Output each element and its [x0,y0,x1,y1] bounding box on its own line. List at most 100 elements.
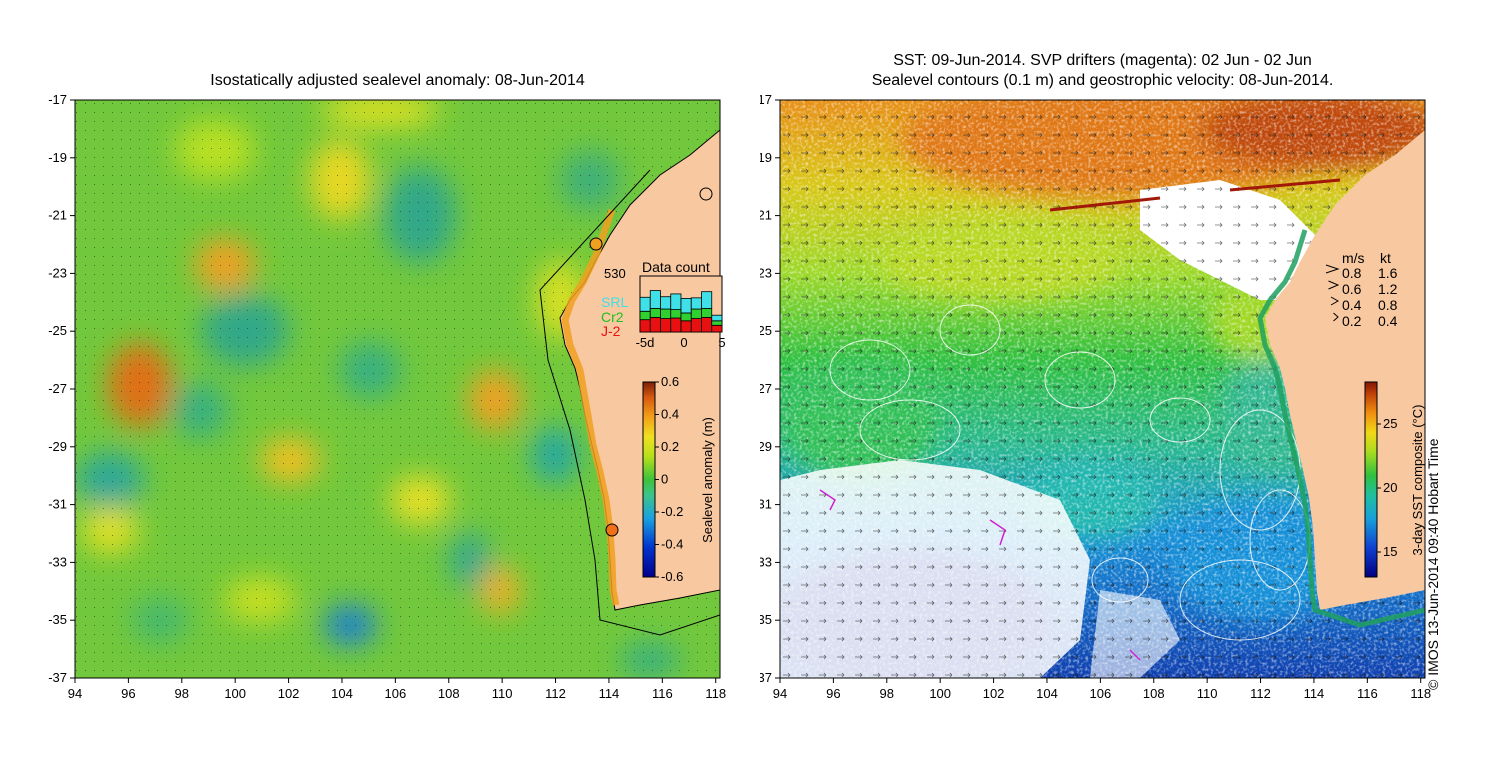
velocity-legend-arrow-0 [1325,264,1340,274]
right-x-tick-116: 116 [1357,686,1378,701]
data-count-bar-1-cr2 [649,308,661,318]
imos-credit: © IMOS 13-Jun-2014 09:40 Hobart Time [1425,438,1441,690]
right-y-tick--29: -29 [760,439,772,454]
right-x-tick-110: 110 [1197,686,1218,701]
data-count-bar-7-srl [711,314,723,322]
data-count-bar-3-cr2 [670,309,682,319]
data-count-x-tick-mid: 0 [680,335,687,350]
data-count-bar-4-j2 [680,320,692,333]
right-x-tick-112: 112 [1250,686,1271,701]
right-y-tick--31: -31 [760,497,772,512]
left-x-tick-100: 100 [224,686,246,701]
velocity-legend-arrow-2 [1330,296,1340,306]
data-count-bar-7-j2 [711,324,723,333]
left-x-tick-102: 102 [278,686,300,701]
right-x-tick-106: 106 [1090,686,1112,701]
sealevel-colorbar-tick--0.2: -0.2 [661,504,683,519]
data-count-bar-4-cr2 [680,312,692,322]
left-x-tick-110: 110 [492,686,513,701]
left-y-tick--21: -21 [48,208,67,223]
right-y-tick--27: -27 [760,381,772,396]
velocity-legend-ms-0: 0.8 [1342,265,1362,281]
right-y-tick--25: -25 [760,323,772,338]
sealevel-colorbar-tick-0.2: 0.2 [661,439,679,454]
left-x-tick-94: 94 [68,686,82,701]
left-y-tick--27: -27 [48,381,67,396]
left-x-axis: 94 96 98 100 102 104 106 108 110 112 114 116 118 [68,678,726,701]
right-y-tick--19: -19 [760,150,772,165]
sealevel-colorbar-tick-0.6: 0.6 [661,374,679,389]
velocity-legend-ms-1: 0.6 [1342,281,1362,297]
left-x-tick-114: 114 [599,686,620,701]
right-y-tick--17: -17 [760,92,772,107]
data-count-bar-6-j2 [701,317,713,333]
sst-colorbar-tick-15: 15 [1383,544,1397,559]
data-count-bar-1-j2 [649,317,661,333]
right-x-tick-104: 104 [1036,686,1058,701]
right-x-tick-102: 102 [983,686,1005,701]
velocity-legend-kt-header: kt [1380,250,1391,266]
right-x-tick-98: 98 [880,686,894,701]
velocity-legend-ms-header: m/s [1342,250,1365,266]
right-map-title-line1: SST: 09-Jun-2014. SVP drifters (magenta)… [893,52,1312,69]
data-count-bar-0-j2 [639,319,651,333]
data-count-inset: Data count 530 SRL Cr2 J-2 -5d 0 5 [601,259,726,350]
data-count-bar-3-j2 [670,317,682,333]
sealevel-colorbar-tick-0.4: 0.4 [661,407,679,422]
right-y-axis: -17 -19 -21 -23 -25 -27 -29 -31 -33 -35 -37 [760,92,780,685]
right-map-title-line2: Sealevel contours (0.1 m) and geostrophi… [871,72,1334,89]
velocity-legend-ms-2: 0.4 [1342,297,1362,313]
sealevel-colorbar-label: Sealevel anomaly (m) [700,417,715,543]
data-count-bar-3-srl [670,293,682,311]
left-y-tick--23: -23 [48,265,67,280]
sealevel-colorbar-tick--0.4: -0.4 [661,537,683,552]
left-x-tick-116: 116 [652,686,673,701]
left-x-tick-106: 106 [385,686,407,701]
right-x-tick-100: 100 [929,686,951,701]
sst-colorbar: 25 20 15 3-day SST composite (°C) [1364,381,1425,578]
legend-srl: SRL [601,294,628,310]
data-count-bar-5-srl [690,297,702,310]
left-map-title: Isostatically adjusted sealevel anomaly:… [210,72,585,89]
right-y-tick--21: -21 [760,208,772,223]
data-count-bar-5-cr2 [690,308,702,319]
left-y-tick--35: -35 [48,612,67,627]
right-y-tick--37: -37 [760,670,772,685]
velocity-legend-kt-0: 1.6 [1378,265,1398,281]
velocity-legend-kt-3: 0.4 [1378,313,1398,329]
left-y-tick--33: -33 [48,554,67,569]
right-y-tick--23: -23 [760,265,772,280]
left-x-tick-108: 108 [438,686,460,701]
sealevel-colorbar-tick--0.6: -0.6 [661,569,683,584]
left-y-tick--29: -29 [48,439,67,454]
left-y-tick--19: -19 [48,150,67,165]
data-count-bar-6-srl [701,291,713,309]
left-y-tick--17: -17 [48,92,67,107]
right-y-tick--33: -33 [760,554,772,569]
sealevel-colorbar-tick-0: 0 [661,472,668,487]
sst-colorbar-label: 3-day SST composite (°C) [1410,405,1425,556]
right-x-tick-108: 108 [1143,686,1165,701]
data-count-bar-0-cr2 [639,310,651,321]
left-x-tick-112: 112 [545,686,566,701]
data-count-bar-1-srl [649,290,661,309]
velocity-legend-kt-2: 0.8 [1378,297,1398,313]
left-y-tick--25: -25 [48,323,67,338]
sst-map: 94 96 98 100 102 104 106 108 110 112 114 116 118 -17… [760,92,1431,701]
sealevel-anomaly-map: 94 96 98 100 102 104 106 108 110 112 114 116 118 -17… [48,92,726,701]
right-x-tick-96: 96 [826,686,840,701]
data-count-bar-7-cr2 [711,320,723,326]
left-x-tick-96: 96 [121,686,135,701]
sst-colorbar-tick-20: 20 [1383,480,1397,495]
legend-j2: J-2 [601,323,621,339]
data-count-bar-2-srl [660,296,672,310]
velocity-legend: m/s kt 0.8 1.60.6 1.20.4 0.80.2 0.4 [1325,250,1398,329]
velocity-legend-arrow-3 [1333,312,1339,322]
data-count-x-tick-right: 5 [718,335,725,350]
velocity-legend-ms-3: 0.2 [1342,313,1362,329]
left-x-tick-98: 98 [175,686,189,701]
australia-landmass-right [1265,100,1425,678]
left-x-tick-118: 118 [705,686,726,701]
left-y-axis: -17 -19 -21 -23 -25 -27 -29 -31 -33 -35 -37 [48,92,75,685]
right-x-axis: 94 96 98 100 102 104 106 108 110 112 114 116 118 [773,678,1431,701]
